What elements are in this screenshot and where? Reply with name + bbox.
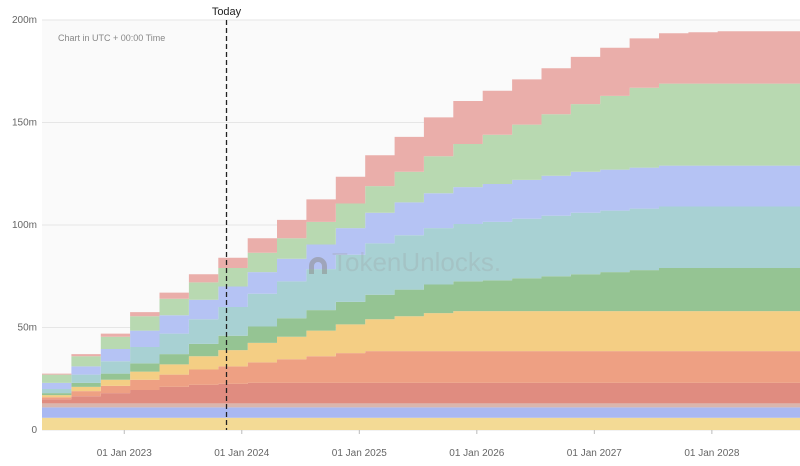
- watermark-text: TokenUnlocks.: [332, 247, 501, 277]
- area-series-11: [42, 31, 800, 375]
- y-axis: 0 50m 100m 150m 200m: [12, 15, 37, 436]
- area-series-3: [42, 403, 800, 408]
- x-tick-label: 01 Jan 2027: [567, 448, 622, 459]
- area-series-7: [42, 268, 800, 396]
- today-label: Today: [212, 6, 242, 18]
- timezone-note: Chart in UTC + 00:00 Time: [58, 33, 165, 43]
- area-series-8: [42, 206, 800, 394]
- x-tick-label: 01 Jan 2024: [214, 448, 269, 459]
- x-axis: 01 Jan 2023 01 Jan 2024 01 Jan 2025 01 Jan …: [97, 430, 740, 459]
- y-tick-label: 50m: [18, 323, 37, 334]
- y-tick-label: 150m: [12, 118, 37, 129]
- y-tick-label: 200m: [12, 15, 37, 26]
- area-series-5: [42, 351, 800, 400]
- area-series-10: [42, 83, 800, 383]
- area-series-6: [42, 311, 800, 398]
- area-series-4: [42, 382, 800, 404]
- stacked-areas: [42, 31, 800, 430]
- area-series-9: [42, 165, 800, 389]
- x-tick-label: 01 Jan 2025: [332, 448, 387, 459]
- x-tick-label: 01 Jan 2026: [449, 448, 504, 459]
- watermark: TokenUnlocks.: [309, 247, 501, 277]
- area-series-2: [42, 407, 800, 418]
- y-tick-label: 0: [31, 425, 37, 436]
- y-tick-label: 100m: [12, 220, 37, 231]
- watermark-logo-icon: [309, 257, 327, 274]
- area-series-1: [42, 417, 800, 430]
- x-tick-label: 01 Jan 2028: [684, 448, 739, 459]
- x-tick-label: 01 Jan 2023: [97, 448, 152, 459]
